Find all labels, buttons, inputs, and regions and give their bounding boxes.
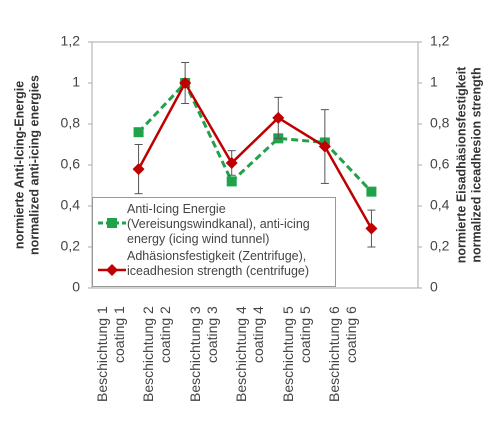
x-tick-label: Beschichtung 3 coating 3 <box>186 306 220 402</box>
tick-label: 0 <box>430 279 438 295</box>
data-point <box>365 222 378 235</box>
tick-label: 0,6 <box>430 156 450 172</box>
y2-axis-label: normierte Eisadhäsionsfestigkeit <box>454 66 468 263</box>
legend: Anti-Icing Energie (Vereisungswindkanal)… <box>92 197 336 287</box>
data-point <box>318 140 331 153</box>
data-point <box>272 111 285 124</box>
legend-marker <box>106 264 118 276</box>
legend-label: Anti-Icing Energie (Vereisungswindkanal)… <box>127 202 310 246</box>
data-point <box>133 127 144 138</box>
legend-entry: Adhäsionsfestigkeit (Zentrifuge), iceadh… <box>97 249 331 279</box>
tick-label: 1,2 <box>430 33 450 49</box>
x-tick-label: Beschichtung 4 coating 4 <box>233 306 267 402</box>
y-axis-label: normierte Anti-Icing-Energie <box>12 81 26 249</box>
x-tick-label: Beschichtung 2 coating 2 <box>140 306 174 402</box>
tick-label: 1 <box>72 74 80 90</box>
series-line <box>137 80 373 230</box>
data-point <box>366 186 377 197</box>
data-point <box>179 77 192 89</box>
tick-label: 0,2 <box>430 238 450 254</box>
x-tick-label: Beschichtung 5 coating 5 <box>279 306 313 402</box>
legend-swatch <box>98 218 126 228</box>
data-point <box>132 163 145 176</box>
tick-label: 0,2 <box>61 238 81 254</box>
legend-marker <box>107 218 117 228</box>
y-axis-label: normalized anti-icing energies <box>27 75 41 255</box>
tick-label: 1 <box>430 74 438 90</box>
legend-label: Adhäsionsfestigkeit (Zentrifuge), iceadh… <box>127 249 310 278</box>
tick-label: 0,4 <box>61 197 81 213</box>
tick-label: 0,4 <box>430 197 450 213</box>
y2-axis-label: normalized iceadhesion strength <box>469 67 483 262</box>
series-line <box>137 80 373 193</box>
data-point <box>226 176 237 187</box>
tick-label: 0,8 <box>430 115 450 131</box>
legend-swatch <box>98 264 126 276</box>
data-point <box>225 156 238 169</box>
tick-label: 0 <box>72 279 80 295</box>
tick-label: 0,6 <box>61 156 81 172</box>
x-tick-label: Beschichtung 6 coating 6 <box>326 306 360 402</box>
tick-label: 0,8 <box>61 115 81 131</box>
legend-entry: Anti-Icing Energie (Vereisungswindkanal)… <box>97 202 331 247</box>
x-tick-label: Beschichtung 1 coating 1 <box>93 306 127 402</box>
tick-label: 1,2 <box>61 33 81 49</box>
